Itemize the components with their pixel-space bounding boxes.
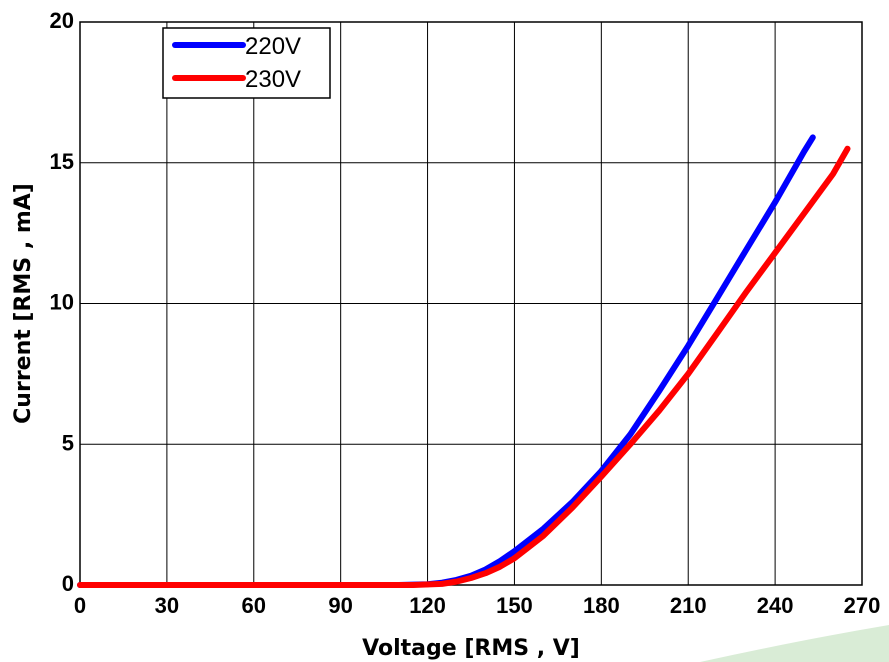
x-tick-label: 0 bbox=[74, 593, 86, 618]
y-tick-label: 5 bbox=[62, 430, 74, 455]
y-tick-label: 0 bbox=[62, 571, 74, 596]
legend-label: 220V bbox=[245, 33, 301, 60]
legend-label: 230V bbox=[245, 66, 301, 93]
x-tick-label: 150 bbox=[496, 593, 533, 618]
series-line-230V bbox=[77, 145, 851, 588]
plot-frame bbox=[79, 21, 863, 586]
y-tick-label: 15 bbox=[50, 149, 74, 174]
x-tick-label: 180 bbox=[583, 593, 620, 618]
x-tick-label: 240 bbox=[757, 593, 794, 618]
series-layer bbox=[77, 134, 851, 588]
x-axis-ticks: 0 30 60 90 120 150 180 210 240 270 bbox=[74, 593, 880, 618]
corner-decoration bbox=[700, 625, 889, 662]
x-tick-label: 90 bbox=[328, 593, 352, 618]
x-tick-label: 30 bbox=[155, 593, 179, 618]
y-axis-title: Current [RMS , mA] bbox=[11, 183, 36, 424]
x-axis-title: Voltage [RMS , V] bbox=[362, 636, 580, 661]
legend: 220V 230V bbox=[162, 27, 331, 99]
y-tick-label: 10 bbox=[50, 290, 74, 315]
x-tick-label: 210 bbox=[670, 593, 707, 618]
x-tick-label: 270 bbox=[844, 593, 881, 618]
legend-box bbox=[162, 27, 331, 99]
y-axis-ticks: 0 5 10 15 20 bbox=[50, 8, 74, 596]
y-tick-label: 20 bbox=[50, 8, 74, 33]
x-tick-label: 120 bbox=[409, 593, 446, 618]
x-tick-label: 60 bbox=[242, 593, 266, 618]
